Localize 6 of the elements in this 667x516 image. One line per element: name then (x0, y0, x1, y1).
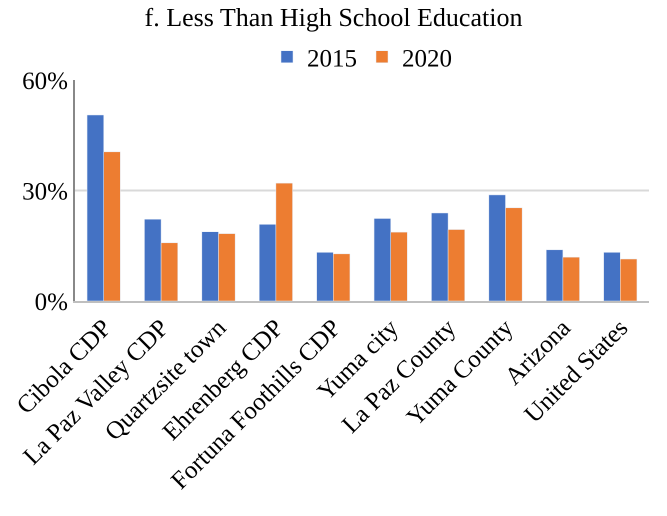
chart-title: f. Less Than High School Education (144, 2, 522, 32)
legend-label: 2020 (402, 46, 452, 72)
y-tick-label: 60% (22, 68, 68, 95)
y-tick-label: 0% (34, 288, 68, 316)
y-tick-label: 30% (22, 178, 68, 206)
legend-label: 2015 (307, 46, 357, 72)
